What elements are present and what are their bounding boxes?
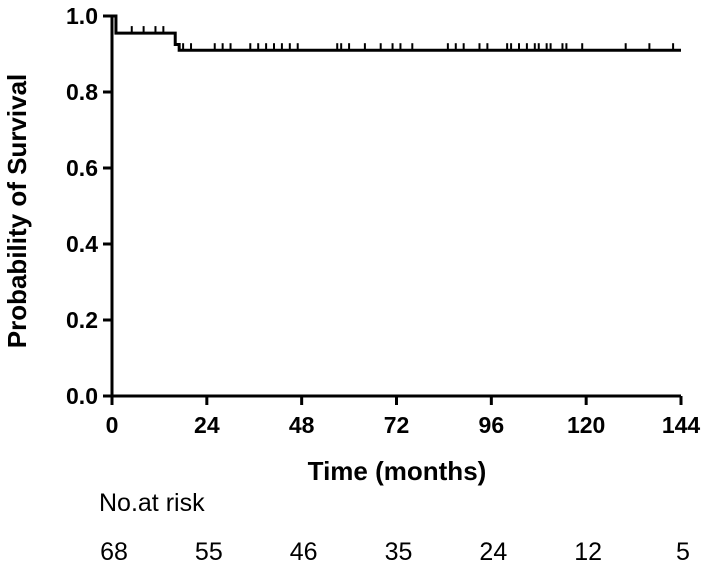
risk-count: 68 xyxy=(100,538,128,566)
y-tick-label: 0.0 xyxy=(66,383,98,409)
risk-count: 5 xyxy=(676,538,690,566)
risk-count: 35 xyxy=(385,538,413,566)
x-tick-label: 48 xyxy=(289,412,315,438)
x-tick-label: 120 xyxy=(567,412,605,438)
y-tick-label: 0.4 xyxy=(66,231,98,257)
y-axis-title: Probability of Survival xyxy=(2,74,32,349)
risk-count: 12 xyxy=(574,538,602,566)
x-tick-label: 144 xyxy=(662,412,701,438)
y-tick-label: 1.0 xyxy=(66,3,98,29)
x-tick-label: 72 xyxy=(384,412,410,438)
y-tick-label: 0.2 xyxy=(66,307,98,333)
x-tick-label: 24 xyxy=(194,412,220,438)
risk-count: 24 xyxy=(479,538,507,566)
plot-area xyxy=(112,14,681,52)
risk-count: 46 xyxy=(290,538,318,566)
y-tick-label: 0.8 xyxy=(66,79,98,105)
risk-count: 55 xyxy=(195,538,223,566)
y-tick-label: 0.6 xyxy=(66,155,98,181)
risk-table-label: No.at risk xyxy=(99,489,205,517)
axes: 0.0 0.2 0.4 0.6 0.8 1.0 0 24 48 72 96 120 144 xyxy=(66,3,700,438)
x-tick-label: 0 xyxy=(106,412,119,438)
risk-table-counts: 68 55 46 35 24 12 5 xyxy=(100,538,690,566)
survival-curve-1 xyxy=(112,14,681,52)
x-axis-title: Time (months) xyxy=(308,456,487,486)
x-tick-label: 96 xyxy=(479,412,505,438)
